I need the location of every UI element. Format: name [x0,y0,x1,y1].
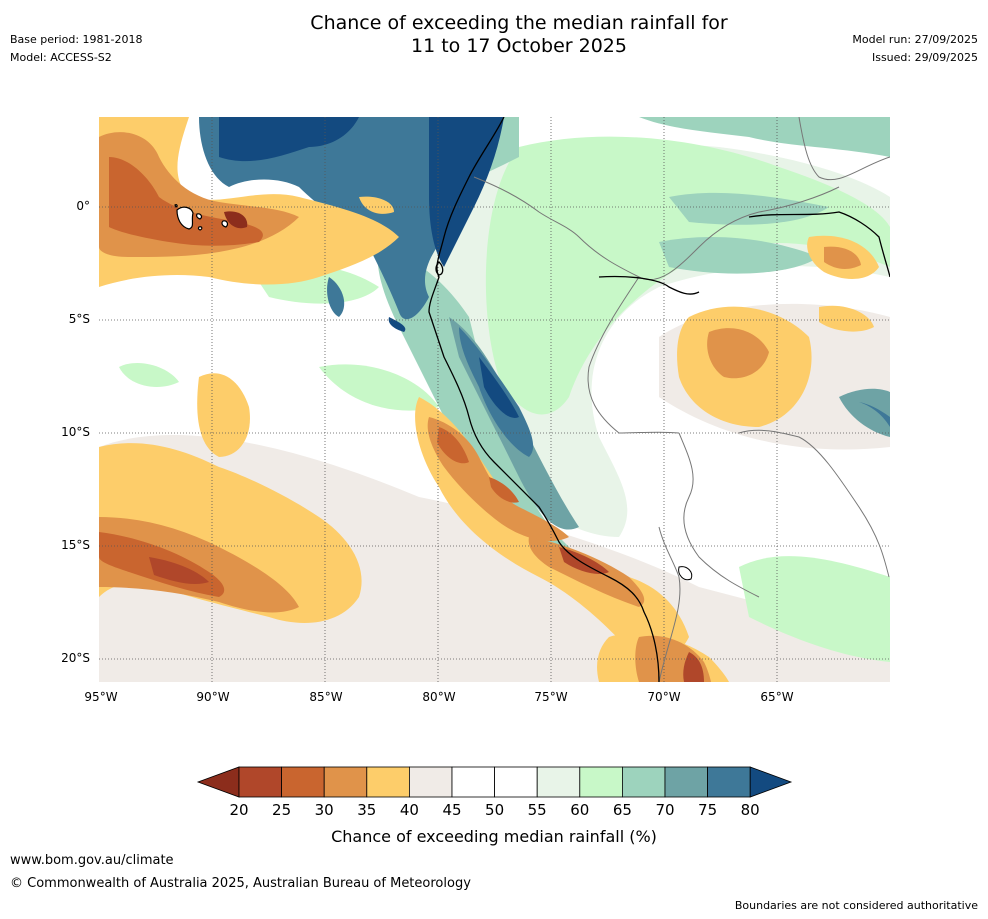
model-name: Model: ACCESS-S2 [10,51,112,64]
colorbar-segment [366,766,410,798]
country-borders [473,117,890,682]
lon-label-75w: 75°W [534,690,568,704]
colorbar-segment [707,766,751,798]
colorbar-segment [281,766,325,798]
issued-date: Issued: 29/09/2025 [871,51,978,64]
colorbar-segment [451,766,495,798]
colorbar-segment [494,766,538,798]
footer-disclaimer: Boundaries are not considered authoritat… [734,899,978,912]
colorbar-tick: 65 [612,801,632,819]
colorbar-tick: 35 [357,801,377,819]
lake-titicaca [678,566,693,581]
lat-label-0: 0° [76,199,90,213]
rainfall-map [99,117,890,682]
colorbar-segment [749,766,793,798]
colorbar-segment [579,766,623,798]
lat-label-5s: 5°S [68,312,90,326]
lat-label-10s: 10°S [61,425,90,439]
colorbar-tick: 70 [655,801,675,819]
colorbar-segment [323,766,368,798]
lon-label-95w: 95°W [84,690,118,704]
meta-right: Model run: 27/09/2025 Issued: 29/09/2025 [852,31,978,67]
base-period: Base period: 1981-2018 [10,33,143,46]
lon-label-65w: 65°W [760,690,794,704]
lon-label-70w: 70°W [647,690,681,704]
colorbar-tick: 30 [314,801,334,819]
colorbar-segment [621,766,666,798]
meta-left: Base period: 1981-2018 Model: ACCESS-S2 [10,31,142,67]
lon-label-80w: 80°W [422,690,456,704]
colorbar-tick: 80 [740,801,760,819]
map-title: Chance of exceeding the median rainfall … [0,12,988,58]
galapagos-islands [174,204,229,231]
model-run: Model run: 27/09/2025 [852,33,978,46]
footer-url[interactable]: www.bom.gov.au/climate [10,853,174,868]
lon-label-85w: 85°W [309,690,343,704]
colorbar [190,762,800,802]
lat-label-20s: 20°S [61,651,90,665]
colorbar-tick: 25 [272,801,292,819]
coastline [428,117,890,682]
lat-label-15s: 15°S [61,538,90,552]
lon-label-90w: 90°W [196,690,230,704]
colorbar-tick: 20 [229,801,249,819]
colorbar-segment [238,766,282,798]
title-line-2: 11 to 17 October 2025 [411,35,627,57]
colorbar-segment [196,766,240,798]
colorbar-segment [664,766,708,798]
colorbar-tick: 60 [570,801,590,819]
colorbar-tick: 75 [698,801,718,819]
colorbar-tick: 50 [485,801,505,819]
colorbar-tick: 40 [399,801,419,819]
footer-copyright: © Commonwealth of Australia 2025, Austra… [10,876,471,891]
title-line-1: Chance of exceeding the median rainfall … [310,12,728,34]
colorbar-tick: 45 [442,801,462,819]
colorbar-segment [408,766,453,798]
grid-lines [99,117,890,682]
colorbar-title: Chance of exceeding median rainfall (%) [331,827,657,846]
colorbar-tick: 55 [527,801,547,819]
colorbar-segment [536,766,581,798]
